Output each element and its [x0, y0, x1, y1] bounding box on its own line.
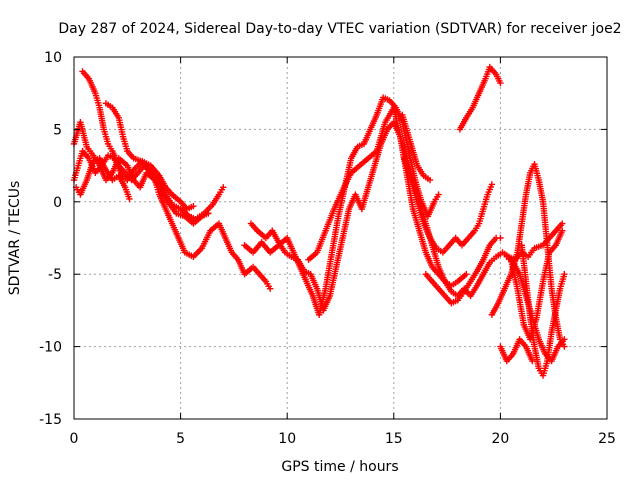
x-tick-label: 25 — [598, 431, 616, 447]
series-track-16 — [507, 227, 566, 343]
data-point — [435, 191, 442, 198]
data-point — [220, 184, 227, 191]
axes: 0 5 10 15 20 25 -15 -10 -5 0 5 10 — [39, 50, 616, 447]
data-point — [497, 234, 504, 242]
x-tick-label: 15 — [385, 431, 403, 447]
y-axis-label: SDTVAR / TECUs — [7, 181, 23, 296]
y-tick-label: -5 — [48, 267, 62, 283]
series-track-12 — [422, 234, 504, 307]
data-point — [561, 343, 568, 350]
x-axis-label: GPS time / hours — [281, 459, 398, 475]
y-tick-label: 5 — [53, 122, 62, 138]
series-track-17 — [497, 336, 536, 365]
x-tick-label: 20 — [491, 431, 509, 447]
series-track-15 — [518, 242, 568, 379]
chart-title: Day 287 of 2024, Sidereal Day-to-day VTE… — [58, 21, 621, 37]
series-track-8 — [305, 104, 470, 289]
series-track-11 — [456, 63, 504, 133]
plot-frame — [73, 56, 608, 420]
data-point — [190, 202, 197, 210]
data-point — [559, 227, 566, 234]
series-track-10 — [401, 155, 496, 256]
y-tick-label: -15 — [39, 412, 62, 428]
data-point — [426, 176, 434, 184]
data-point — [126, 195, 133, 203]
data-point — [529, 357, 536, 365]
data-point — [488, 181, 496, 188]
data-point — [205, 210, 212, 217]
y-tick-label: -10 — [39, 340, 62, 356]
series-track-9 — [399, 111, 434, 184]
x-tick-label: 0 — [70, 431, 79, 447]
data-point — [561, 271, 568, 278]
y-tick-label: 10 — [44, 50, 62, 66]
data-marks — [70, 63, 568, 379]
series-track-3 — [102, 100, 212, 227]
data-point — [266, 285, 274, 292]
series-track-4 — [70, 147, 197, 213]
series-track-7 — [241, 94, 442, 318]
series-track-5 — [72, 155, 133, 203]
data-point — [463, 271, 470, 278]
y-tick-label: 0 — [53, 195, 62, 211]
data-point — [497, 79, 504, 87]
x-tick-label: 10 — [278, 431, 296, 447]
data-point — [559, 220, 566, 227]
x-tick-label: 5 — [176, 431, 185, 447]
data-point — [561, 336, 568, 343]
